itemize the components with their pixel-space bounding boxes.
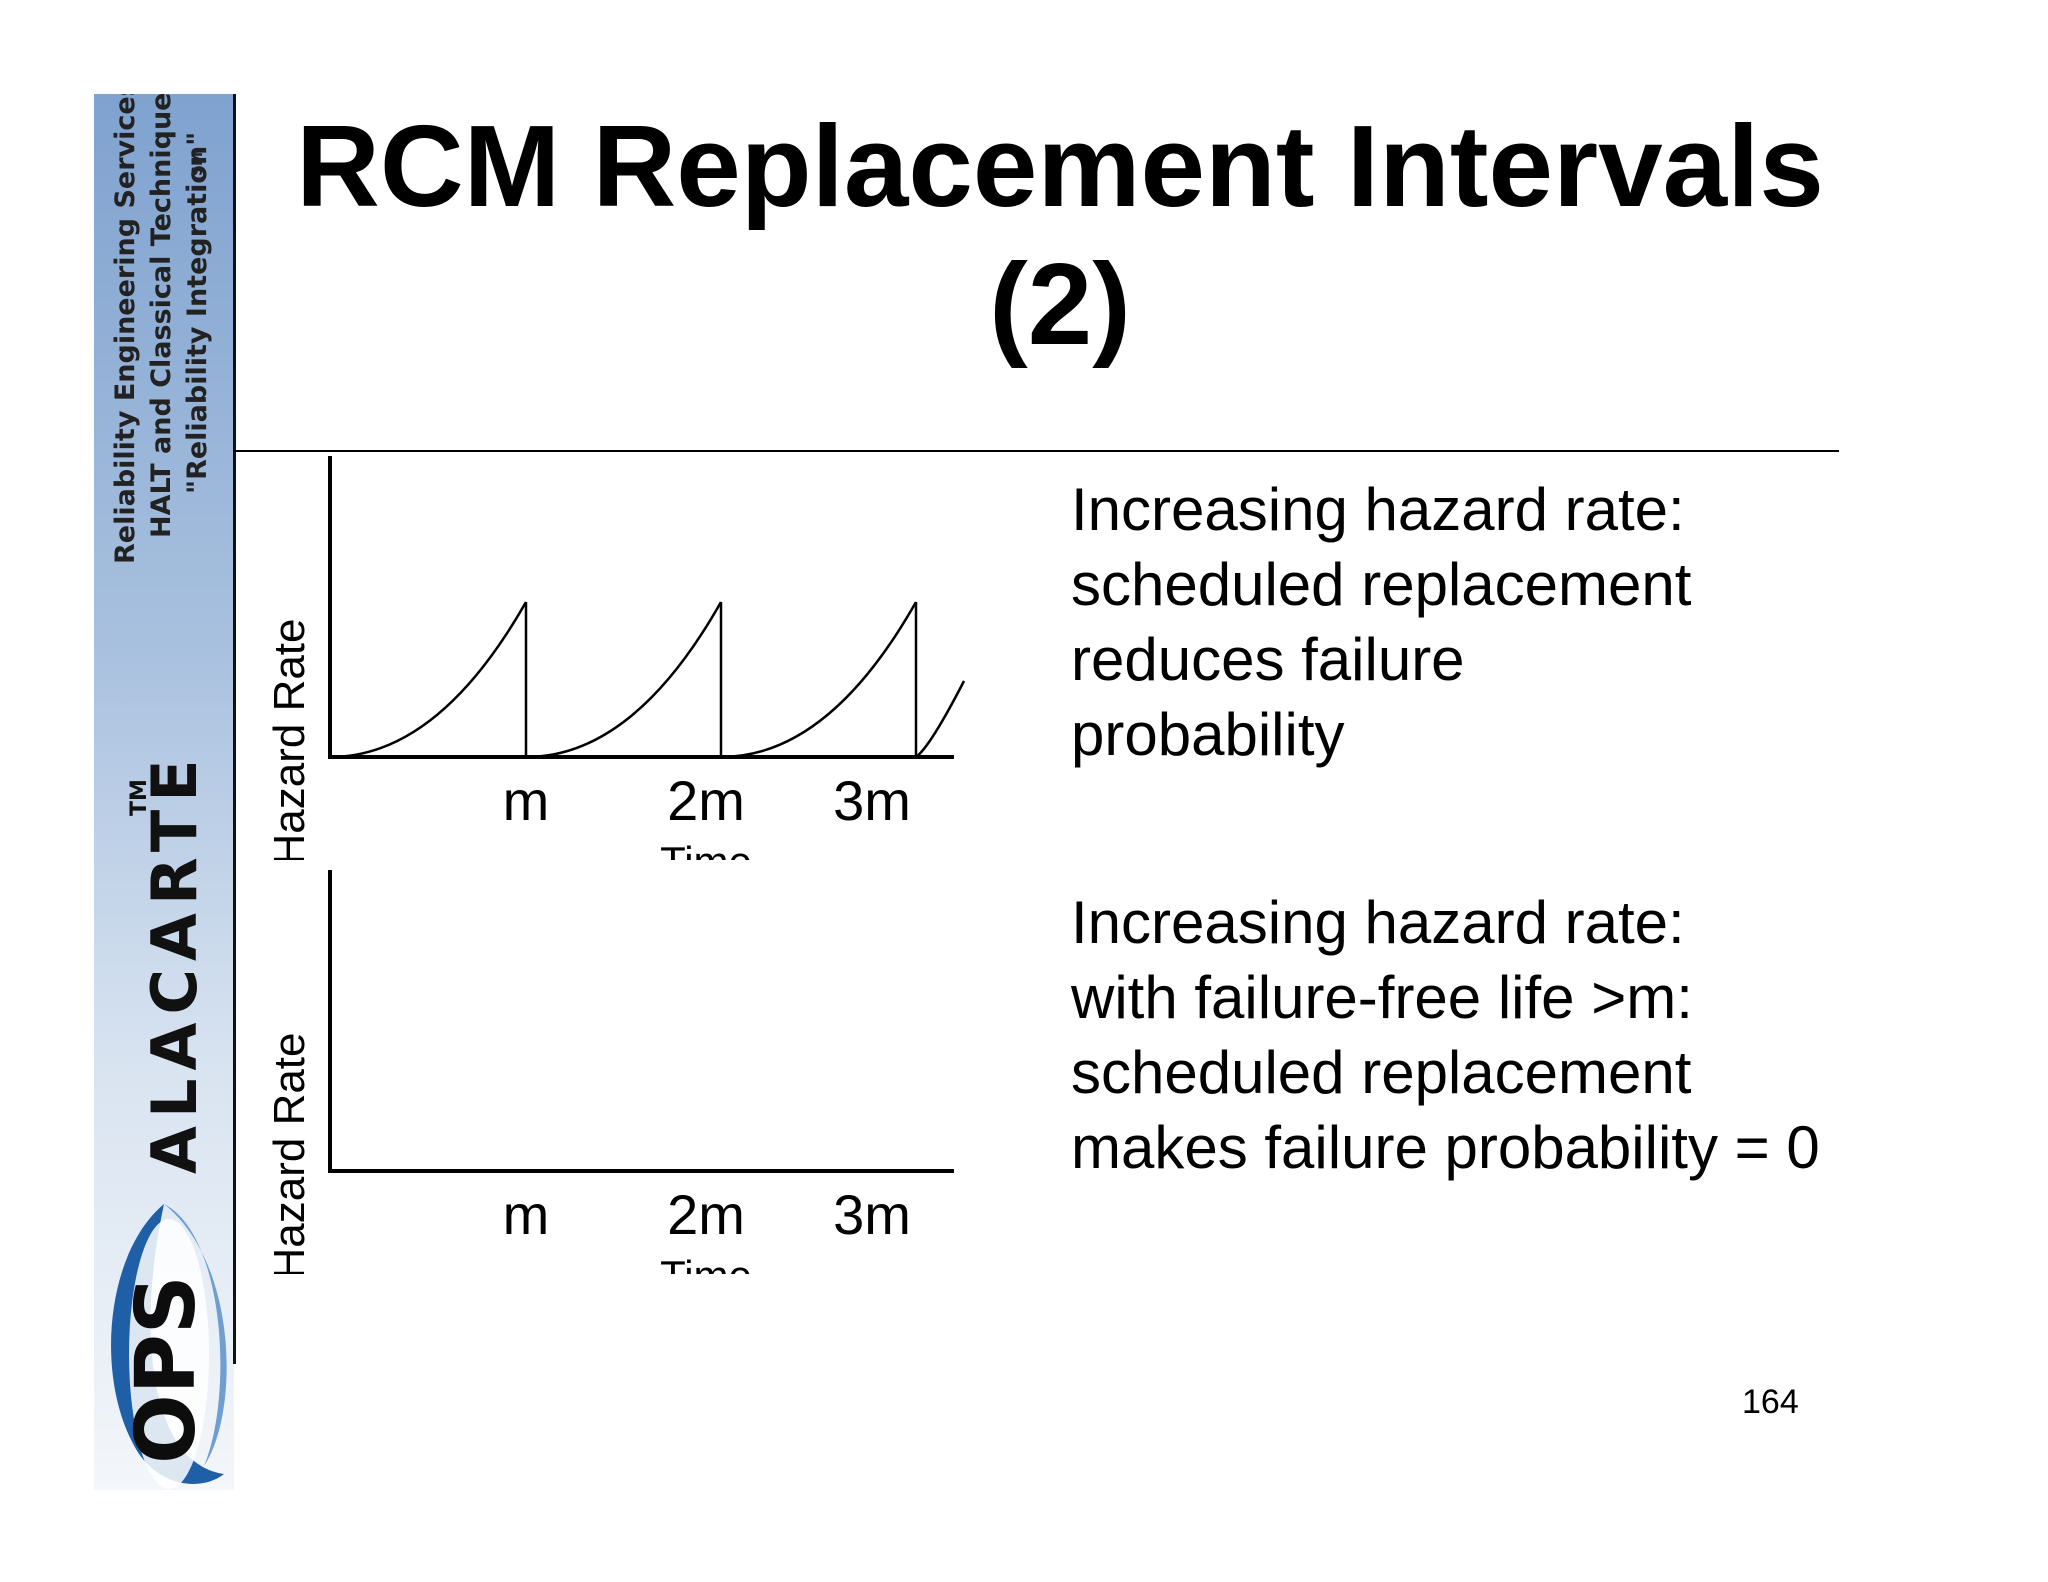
sidebar-services-line-2: HALT and Classical Techniques xyxy=(146,94,177,538)
sidebar-branding: Reliability Engineering Services HALT an… xyxy=(94,94,234,1490)
chart-2-xlabel: Time xyxy=(660,1252,752,1274)
hazard-curve-segment-4 xyxy=(915,680,966,759)
sidebar-services-line-1: Reliability Engineering Services xyxy=(110,94,141,564)
hazard-chart-2: Hazard Rate m 2m 3m Time xyxy=(265,870,954,1274)
chart-1-tick-3m: 3m xyxy=(833,769,911,832)
sidebar-services-line-3: "Reliability Integration" xyxy=(182,132,213,494)
service-mark: SM xyxy=(190,152,206,176)
chart-2-tick-3m: 3m xyxy=(833,1183,911,1246)
chart-1-ylabel: Hazard Rate xyxy=(265,618,314,860)
chart-2-tick-m: m xyxy=(503,1183,550,1246)
description-1-line: reduces failure xyxy=(1071,626,1465,693)
brand-name: ALACARTE xyxy=(138,751,211,1174)
description-2-line: makes failure probability = 0 xyxy=(1071,1114,1820,1181)
chart-2-ylabel: Hazard Rate xyxy=(265,1032,314,1274)
hazard-chart-1: Hazard Rate m 2m 3m Time xyxy=(265,456,966,860)
chart-1-curve xyxy=(329,601,966,759)
hazard-curve-segment-1 xyxy=(329,601,528,759)
description-2-line: Increasing hazard rate: xyxy=(1071,889,1685,956)
description-1-line: scheduled replacement xyxy=(1071,551,1692,618)
description-2: Increasing hazard rate: with failure-fre… xyxy=(1071,885,1971,1185)
slide-title-line-2: (2) xyxy=(989,239,1131,369)
sidebar-graphic: Reliability Engineering Services HALT an… xyxy=(110,94,227,1489)
description-1: Increasing hazard rate: scheduled replac… xyxy=(1071,472,1971,772)
title-rule xyxy=(233,450,1839,452)
description-1-line: probability xyxy=(1071,701,1345,768)
hazard-curve-segment-3 xyxy=(720,601,918,759)
chart-2-tick-2m: 2m xyxy=(667,1183,745,1246)
ops-logo: OPS xyxy=(111,1204,227,1489)
slide-title-line-1: RCM Replacement Intervals xyxy=(296,101,1824,231)
ops-logo-text: OPS xyxy=(119,1275,214,1464)
description-2-line: scheduled replacement xyxy=(1071,1039,1692,1106)
chart-1-tick-2m: 2m xyxy=(667,769,745,832)
chart-1-xlabel: Time xyxy=(660,838,752,860)
brand-tm: TM xyxy=(127,779,152,816)
description-2-line: with failure-free life >m: xyxy=(1071,964,1693,1031)
sidebar-divider xyxy=(233,94,236,1364)
description-1-line: Increasing hazard rate: xyxy=(1071,476,1685,543)
chart-1-tick-m: m xyxy=(503,769,550,832)
page-number: 164 xyxy=(1742,1383,1799,1421)
hazard-curve-segment-2 xyxy=(525,601,723,759)
